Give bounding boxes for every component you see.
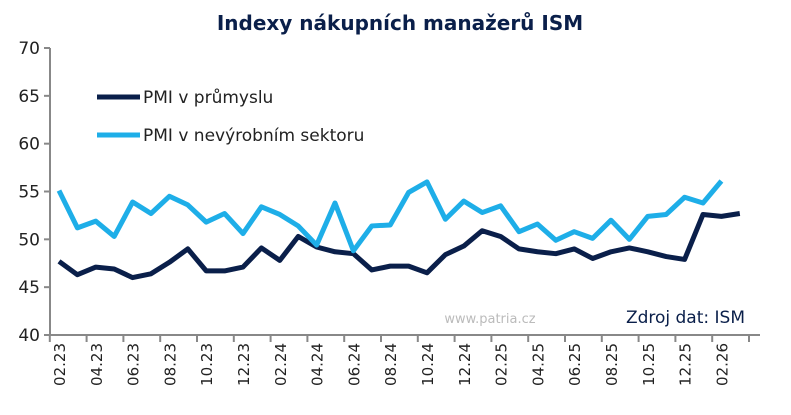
x-tick-label: 06.24: [345, 343, 363, 386]
watermark: www.patria.cz: [444, 312, 535, 327]
x-tick-label: 02.25: [493, 343, 511, 386]
x-tick-label: 12.23: [235, 343, 253, 386]
source-note: Zdroj dat: ISM: [626, 308, 745, 328]
y-tick-label: 50: [18, 230, 40, 250]
legend-label: PMI v nevýrobním sektoru: [143, 126, 364, 146]
x-tick-label: 08.23: [161, 343, 179, 386]
chart-title: Indexy nákupních manažerů ISM: [217, 11, 583, 35]
legend-label: PMI v průmyslu: [143, 88, 273, 108]
x-tick-label: 12.25: [677, 343, 695, 386]
y-tick-label: 55: [18, 183, 40, 203]
x-tick-label: 02.26: [713, 343, 731, 386]
series-line-2: [59, 181, 721, 251]
y-tick-label: 60: [18, 135, 40, 155]
y-tick-label: 70: [18, 39, 40, 59]
x-tick-label: 12.24: [456, 343, 474, 386]
x-tick-label: 08.25: [603, 343, 621, 386]
y-tick-label: 65: [18, 87, 40, 107]
series-line-1: [59, 214, 740, 278]
x-tick-label: 08.24: [382, 343, 400, 386]
y-tick-label: 40: [18, 326, 40, 346]
x-tick-label: 04.23: [88, 343, 106, 386]
x-tick-label: 04.25: [529, 343, 547, 386]
x-tick-label: 06.23: [125, 343, 143, 386]
x-tick-label: 02.23: [51, 343, 69, 386]
x-tick-label: 10.24: [419, 343, 437, 386]
y-tick-label: 45: [18, 278, 40, 298]
x-tick-label: 04.24: [309, 343, 327, 386]
x-tick-label: 10.23: [198, 343, 216, 386]
x-tick-label: 10.25: [640, 343, 658, 386]
x-tick-label: 02.24: [272, 343, 290, 386]
x-tick-label: 06.25: [566, 343, 584, 386]
